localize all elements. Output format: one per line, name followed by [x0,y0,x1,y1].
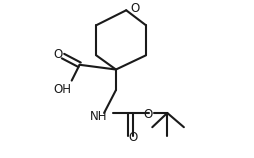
Text: NH: NH [90,110,107,123]
Text: O: O [128,131,137,144]
Text: OH: OH [53,83,71,96]
Text: O: O [53,48,62,61]
Text: O: O [130,2,139,15]
Text: O: O [144,108,153,121]
